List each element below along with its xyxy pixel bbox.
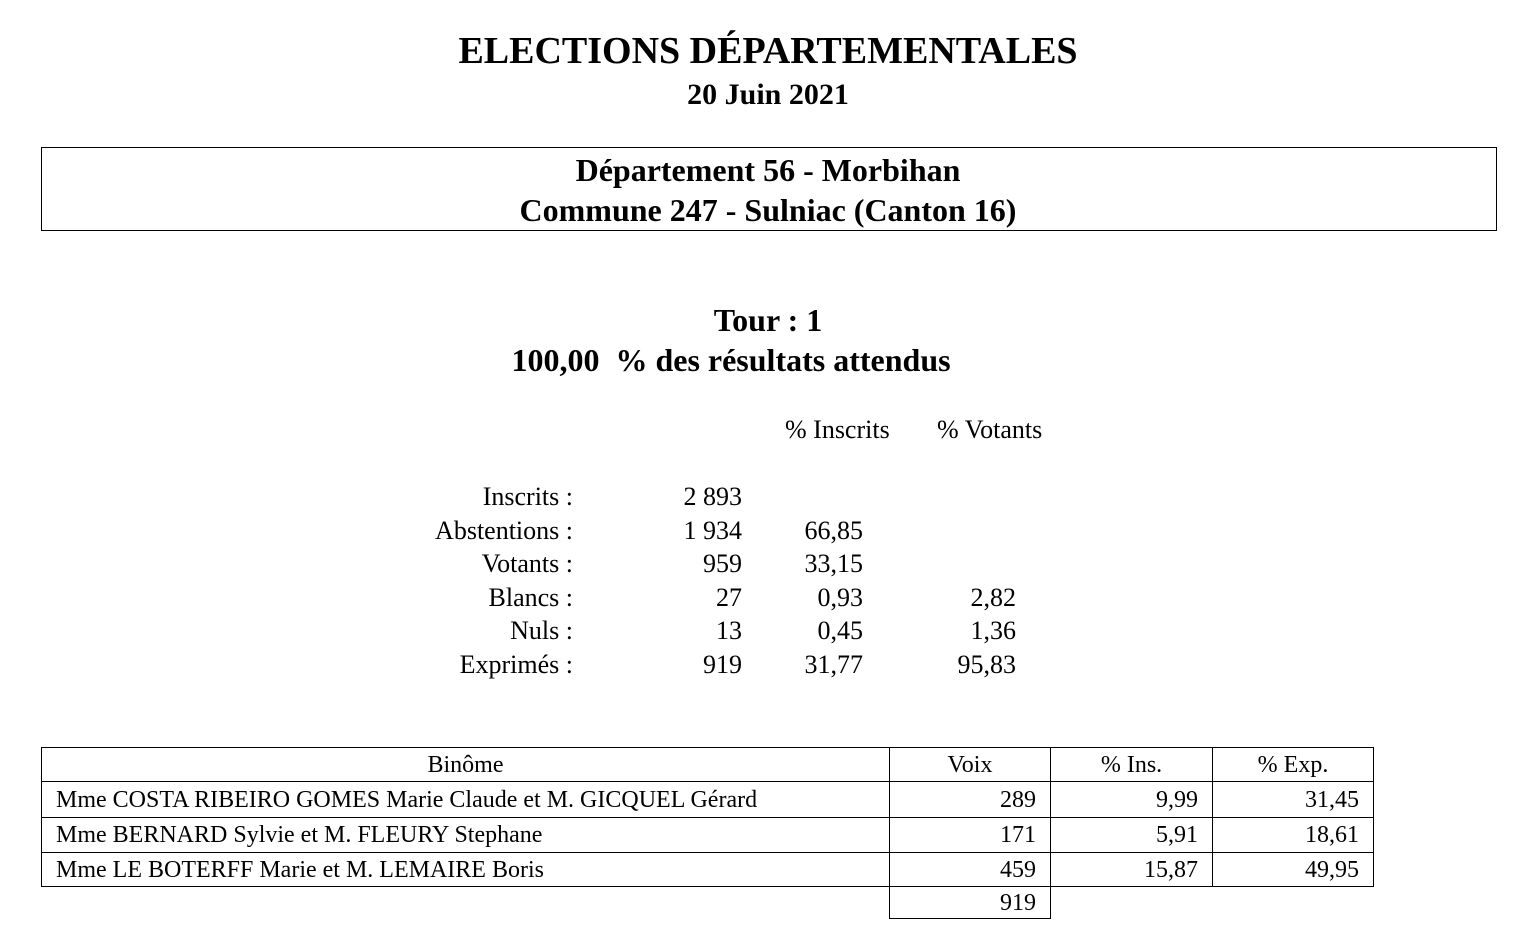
- title: ELECTIONS DÉPARTEMENTALES: [458, 30, 1078, 72]
- stats-label: Votants :: [481, 549, 573, 578]
- stats-label: Exprimés :: [459, 649, 573, 679]
- department: Département 56 - Morbihan: [575, 152, 961, 188]
- location-box: [41, 147, 1497, 231]
- table-number: 15,87: [1050, 852, 1213, 887]
- stats-label: Nuls :: [510, 616, 573, 645]
- table-number: 18,61: [1212, 817, 1374, 853]
- table-header: Voix: [889, 747, 1051, 782]
- stats-pct-inscrits: 0,45: [817, 616, 864, 645]
- commune: Commune 247 - Sulniac (Canton 16): [519, 192, 1017, 228]
- round: Tour : 1: [713, 302, 823, 338]
- table-binome: Mme BERNARD Sylvie et M. FLEURY Stephane: [41, 817, 890, 853]
- table-header: % Ins.: [1050, 747, 1213, 782]
- stats-column-header: % Votants: [937, 415, 1043, 444]
- table-binome: Mme COSTA RIBEIRO GOMES Marie Claude et …: [41, 781, 890, 818]
- progress: 100,00 % des résultats attendus: [511, 342, 951, 378]
- stats-pct-votants: 95,83: [957, 649, 1017, 679]
- table-header: Binôme: [41, 747, 890, 782]
- stats-count: 1 934: [683, 515, 743, 545]
- table-header: % Exp.: [1212, 747, 1374, 782]
- stats-column-header: % Inscrits: [785, 415, 890, 444]
- table-total: 919: [889, 886, 1051, 919]
- stats-count: 27: [716, 582, 742, 612]
- table-number: 459: [889, 852, 1051, 887]
- table-number: 289: [889, 781, 1051, 818]
- stats-pct-inscrits: 66,85: [804, 515, 864, 545]
- stats-pct-inscrits: 31,77: [804, 649, 864, 679]
- table-number: 5,91: [1050, 817, 1213, 853]
- stats-count: 2 893: [683, 482, 743, 511]
- stats-label: Abstentions :: [435, 515, 573, 545]
- table-number: 31,45: [1212, 781, 1374, 818]
- table-number: 9,99: [1050, 781, 1213, 818]
- stats-count: 13: [716, 616, 742, 645]
- stats-pct-votants: 1,36: [970, 616, 1017, 645]
- stats-label: Blancs :: [488, 582, 574, 612]
- stats-label: Inscrits :: [482, 482, 573, 511]
- stats-count: 919: [703, 649, 742, 679]
- stats-count: 959: [703, 549, 742, 578]
- date: 20 Juin 2021: [687, 78, 849, 111]
- table-number: 171: [889, 817, 1051, 853]
- table-number: 49,95: [1212, 852, 1374, 887]
- stats-pct-votants: 2,82: [970, 582, 1017, 612]
- stats-pct-inscrits: 0,93: [817, 582, 864, 612]
- stats-pct-inscrits: 33,15: [804, 549, 864, 578]
- table-binome: Mme LE BOTERFF Marie et M. LEMAIRE Boris: [41, 852, 890, 887]
